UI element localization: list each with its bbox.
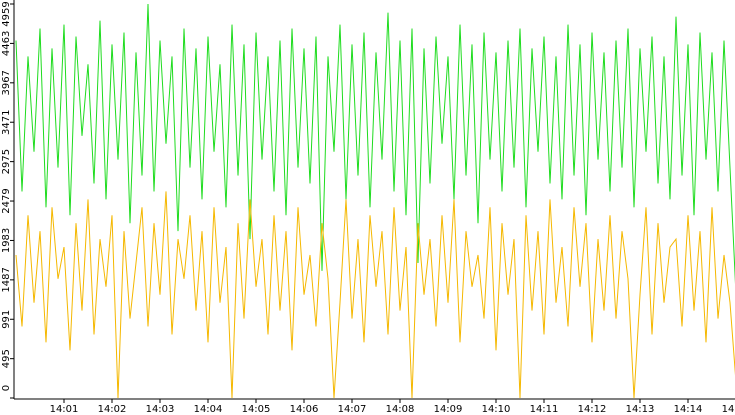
x-tick-label: 14:08 <box>386 404 415 415</box>
y-tick-label: 3967 <box>1 70 12 95</box>
x-tick-label: 14:13 <box>626 404 655 415</box>
data-line <box>15 3 735 285</box>
y-tick-label: 3471 <box>1 109 12 134</box>
data-line <box>15 191 735 399</box>
y-tick-label: 4959 <box>1 1 12 26</box>
y-tick-label: 495 <box>1 349 12 368</box>
y-tick-label: 0 <box>1 385 12 391</box>
y-tick-label: 2975 <box>1 149 12 174</box>
x-tick-label: 14:07 <box>338 404 367 415</box>
y-tick-label: 4463 <box>1 31 12 56</box>
y-tick-label: 991 <box>1 310 12 329</box>
y-tick-label: 1983 <box>1 228 12 253</box>
x-tick-label: 14:09 <box>434 404 463 415</box>
x-tick-label: 14:05 <box>242 404 271 415</box>
x-tick-label: 14:11 <box>530 404 559 415</box>
x-tick-label: 14:10 <box>482 404 511 415</box>
x-tick-label: 14:04 <box>194 404 223 415</box>
x-tick-label: 14:01 <box>50 404 79 415</box>
y-tick-label: 2479 <box>1 188 12 213</box>
x-tick-label: 14:06 <box>290 404 319 415</box>
y-tick-label: 1487 <box>1 267 12 292</box>
x-tick-label: 14:03 <box>146 404 175 415</box>
x-tick-label: 14:12 <box>578 404 607 415</box>
x-tick-label: 14:02 <box>98 404 127 415</box>
x-tick-label: 14:14 <box>674 404 703 415</box>
x-tick-label: 14:15 <box>722 404 735 415</box>
